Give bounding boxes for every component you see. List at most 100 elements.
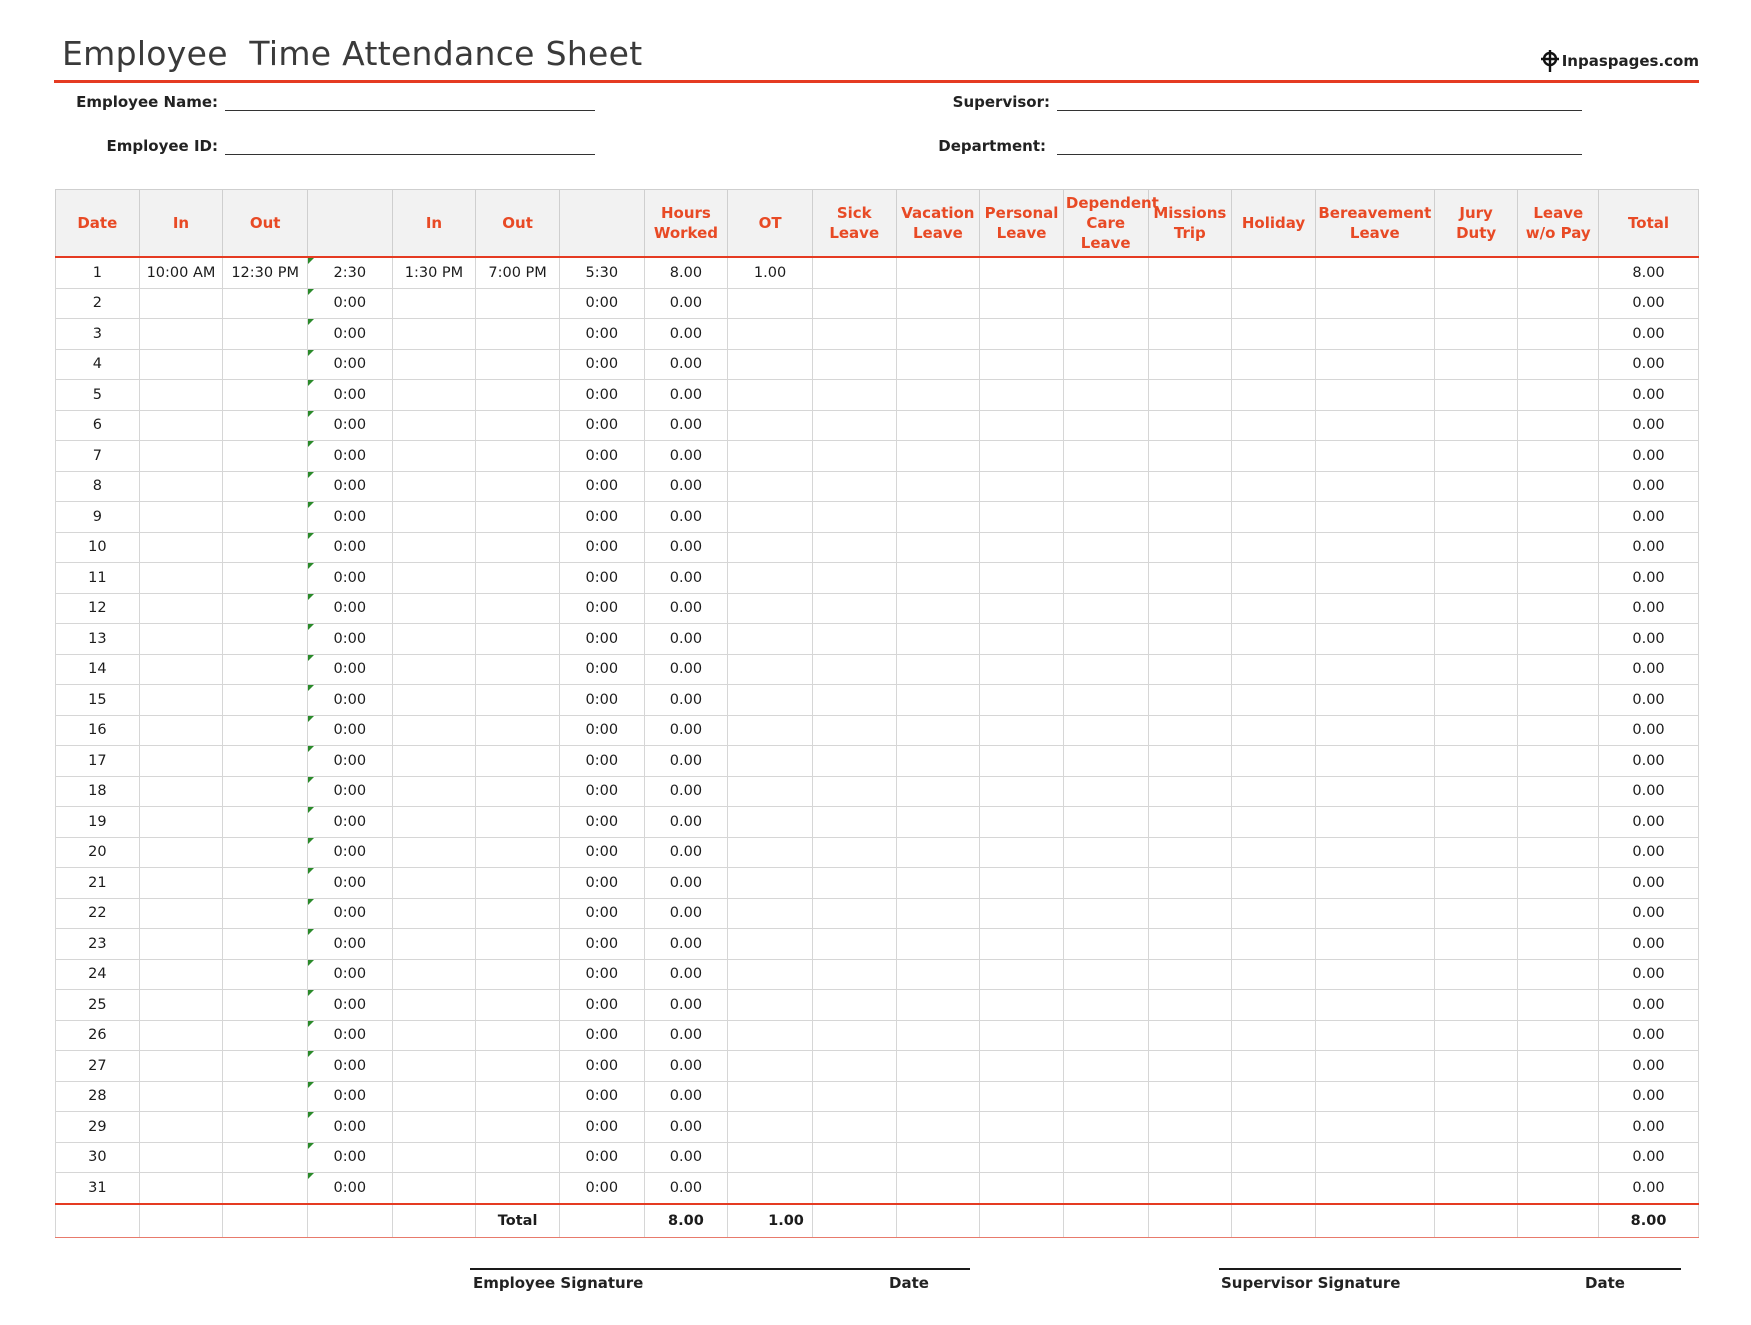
table-cell[interactable]	[138, 531, 224, 563]
table-cell[interactable]	[811, 958, 897, 990]
table-cell[interactable]	[138, 348, 224, 380]
table-cell[interactable]	[727, 684, 813, 716]
table-cell[interactable]	[1062, 287, 1149, 319]
date-cell[interactable]: 24	[55, 958, 140, 990]
table-cell[interactable]	[1062, 867, 1149, 899]
table-cell[interactable]	[1147, 440, 1233, 472]
table-cell[interactable]	[138, 623, 224, 655]
table-cell[interactable]	[1062, 440, 1149, 472]
table-cell[interactable]	[727, 470, 813, 502]
table-cell[interactable]	[475, 1080, 560, 1112]
table-cell[interactable]	[1517, 287, 1600, 319]
table-cell[interactable]	[979, 623, 1064, 655]
table-cell[interactable]	[1314, 806, 1435, 838]
table-cell[interactable]: 0.00	[643, 684, 729, 716]
table-cell[interactable]	[1231, 562, 1316, 594]
table-cell[interactable]: 0:00	[306, 562, 393, 594]
table-cell[interactable]	[222, 989, 308, 1021]
table-cell[interactable]	[138, 1080, 224, 1112]
table-cell[interactable]	[475, 379, 560, 411]
table-cell[interactable]	[1147, 256, 1233, 289]
table-cell[interactable]	[727, 806, 813, 838]
table-cell[interactable]	[1433, 867, 1519, 899]
table-cell[interactable]	[811, 806, 897, 838]
table-cell[interactable]	[222, 470, 308, 502]
table-cell[interactable]	[1231, 379, 1316, 411]
table-cell[interactable]: 0.00	[643, 1080, 729, 1112]
table-cell[interactable]	[222, 379, 308, 411]
table-cell[interactable]	[811, 989, 897, 1021]
table-cell[interactable]: 0.00	[1598, 287, 1699, 319]
table-cell[interactable]	[475, 1050, 560, 1082]
table-cell[interactable]	[727, 592, 813, 624]
table-cell[interactable]	[1231, 1019, 1316, 1051]
table-cell[interactable]: 0:00	[558, 958, 645, 990]
table-cell[interactable]: 0:00	[306, 1172, 393, 1205]
table-cell[interactable]	[1314, 623, 1435, 655]
table-cell[interactable]	[138, 440, 224, 472]
table-cell[interactable]: 0.00	[1598, 379, 1699, 411]
table-cell[interactable]	[811, 562, 897, 594]
table-cell[interactable]: 0:00	[558, 379, 645, 411]
table-cell[interactable]	[222, 653, 308, 685]
table-cell[interactable]	[727, 440, 813, 472]
table-cell[interactable]	[1314, 501, 1435, 533]
table-cell[interactable]	[1062, 531, 1149, 563]
date-cell[interactable]: 18	[55, 775, 140, 807]
table-cell[interactable]	[1517, 592, 1600, 624]
table-cell[interactable]	[1231, 775, 1316, 807]
table-cell[interactable]	[979, 440, 1064, 472]
table-cell[interactable]	[1314, 1050, 1435, 1082]
table-cell[interactable]	[979, 501, 1064, 533]
table-cell[interactable]	[1433, 562, 1519, 594]
table-cell[interactable]	[811, 379, 897, 411]
table-cell[interactable]	[895, 836, 981, 868]
table-cell[interactable]: 0:00	[306, 989, 393, 1021]
table-cell[interactable]	[1062, 379, 1149, 411]
table-cell[interactable]	[1062, 470, 1149, 502]
table-cell[interactable]	[895, 287, 981, 319]
table-cell[interactable]	[1433, 440, 1519, 472]
table-cell[interactable]	[138, 1019, 224, 1051]
table-cell[interactable]	[1147, 928, 1233, 960]
table-cell[interactable]	[222, 501, 308, 533]
table-cell[interactable]: 0.00	[1598, 562, 1699, 594]
date-cell[interactable]: 21	[55, 867, 140, 899]
table-cell[interactable]	[222, 440, 308, 472]
table-cell[interactable]	[1147, 653, 1233, 685]
table-cell[interactable]: 0:00	[306, 775, 393, 807]
date-cell[interactable]: 25	[55, 989, 140, 1021]
table-cell[interactable]: 0:00	[558, 470, 645, 502]
date-cell[interactable]: 16	[55, 714, 140, 746]
table-cell[interactable]	[727, 623, 813, 655]
table-cell[interactable]	[391, 1111, 477, 1143]
table-cell[interactable]	[1231, 867, 1316, 899]
table-cell[interactable]	[222, 1141, 308, 1173]
table-cell[interactable]	[1147, 623, 1233, 655]
table-cell[interactable]	[1517, 256, 1600, 289]
table-cell[interactable]	[391, 318, 477, 350]
table-cell[interactable]	[1433, 1141, 1519, 1173]
table-cell[interactable]	[979, 592, 1064, 624]
table-cell[interactable]	[895, 714, 981, 746]
date-cell[interactable]: 4	[55, 348, 140, 380]
table-cell[interactable]	[979, 653, 1064, 685]
table-cell[interactable]	[979, 348, 1064, 380]
table-cell[interactable]	[475, 653, 560, 685]
table-cell[interactable]	[391, 897, 477, 929]
table-cell[interactable]: 0:00	[558, 1019, 645, 1051]
table-cell[interactable]	[727, 989, 813, 1021]
table-cell[interactable]	[222, 775, 308, 807]
table-cell[interactable]	[1231, 592, 1316, 624]
table-cell[interactable]: 0:00	[558, 653, 645, 685]
table-cell[interactable]	[1314, 1172, 1435, 1205]
table-cell[interactable]	[1062, 714, 1149, 746]
table-cell[interactable]	[391, 379, 477, 411]
table-cell[interactable]	[1062, 897, 1149, 929]
table-cell[interactable]	[1314, 714, 1435, 746]
table-cell[interactable]	[222, 806, 308, 838]
table-cell[interactable]	[138, 501, 224, 533]
table-cell[interactable]	[979, 928, 1064, 960]
table-cell[interactable]: 0.00	[643, 562, 729, 594]
table-cell[interactable]	[1517, 348, 1600, 380]
